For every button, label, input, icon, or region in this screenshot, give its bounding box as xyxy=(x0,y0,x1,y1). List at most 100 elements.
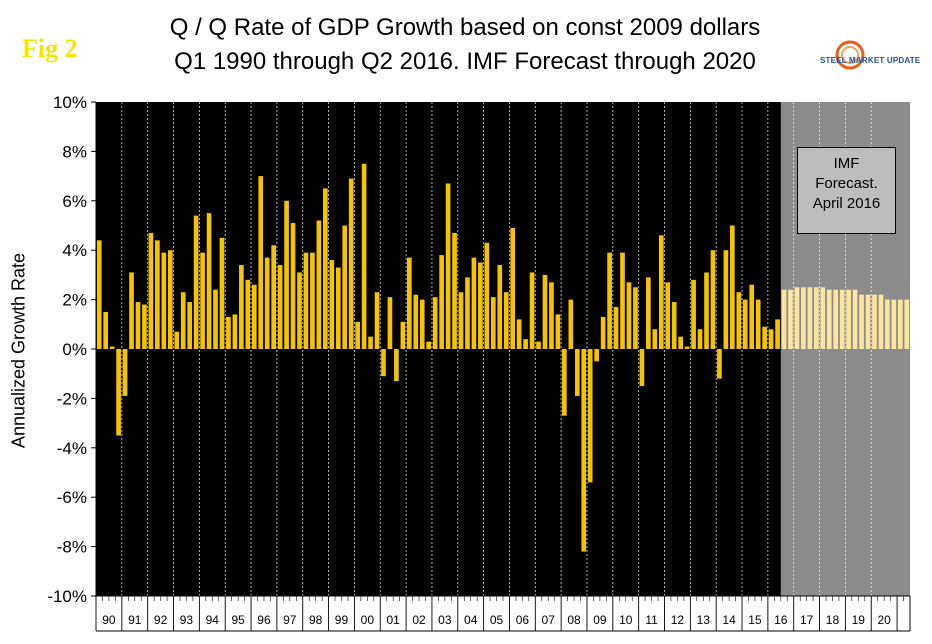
x-tick-label: 15 xyxy=(748,613,762,627)
actual-bar xyxy=(109,346,115,349)
forecast-bar xyxy=(865,294,871,349)
figure-label: Fig 2 xyxy=(22,34,78,63)
actual-bar xyxy=(135,302,141,349)
x-tick-label: 18 xyxy=(826,613,840,627)
actual-bar xyxy=(484,242,490,349)
chart-title-line-2: Q1 1990 through Q2 2016. IMF Forecast th… xyxy=(174,48,756,75)
actual-bar xyxy=(323,188,328,349)
actual-bar xyxy=(258,176,264,349)
actual-bar xyxy=(394,349,399,382)
forecast-bar xyxy=(820,287,826,349)
actual-bar xyxy=(432,297,438,349)
x-tick-label: 98 xyxy=(309,613,323,627)
actual-bar xyxy=(516,319,522,349)
actual-bar xyxy=(613,307,619,349)
x-tick-label: 90 xyxy=(102,613,116,627)
actual-bar xyxy=(458,292,464,349)
forecast-bar xyxy=(801,287,806,349)
x-tick-label: 19 xyxy=(852,613,866,627)
actual-bar xyxy=(381,349,386,377)
x-tick-label: 09 xyxy=(593,613,607,627)
actual-bar xyxy=(594,349,600,362)
x-tick-label: 97 xyxy=(283,613,297,627)
actual-bar xyxy=(142,304,147,349)
actual-bar xyxy=(374,292,380,349)
forecast-bar xyxy=(781,289,787,349)
actual-bar xyxy=(413,294,419,349)
actual-bar xyxy=(103,311,109,349)
actual-bar xyxy=(678,336,683,349)
actual-bar xyxy=(478,262,483,349)
imf-box-line-2: Forecast. xyxy=(815,175,878,192)
y-tick-label: 10% xyxy=(53,93,87,112)
forecast-bar xyxy=(813,287,819,349)
x-tick-label: 08 xyxy=(567,613,581,627)
x-tick-label: 99 xyxy=(335,613,349,627)
actual-bar xyxy=(232,314,238,349)
actual-bar xyxy=(187,302,193,349)
x-tick-label: 02 xyxy=(412,613,426,627)
x-ticks: 90 91 92 93 94 95 96 97 98 99 00 01 02 03 04 05 06 07 08 09… xyxy=(95,596,911,631)
forecast-bar xyxy=(878,294,884,349)
actual-bar xyxy=(206,213,212,349)
actual-bar xyxy=(116,349,121,436)
actual-bar xyxy=(271,245,276,349)
x-tick-label: 20 xyxy=(877,613,891,627)
actual-bar xyxy=(633,287,638,349)
logo-text: STEEL MARKET UPDATE xyxy=(820,56,921,65)
actual-bar xyxy=(290,223,296,349)
actual-bar xyxy=(426,341,432,349)
imf-box-line-3: April 2016 xyxy=(812,195,881,212)
actual-bar xyxy=(284,200,289,349)
actual-bar xyxy=(297,272,302,349)
actual-bar xyxy=(439,255,444,349)
actual-bar xyxy=(193,215,199,349)
actual-bar xyxy=(368,336,373,349)
y-tick-label: -6% xyxy=(57,488,87,507)
forecast-bar xyxy=(897,299,903,349)
actual-bar xyxy=(387,297,393,349)
actual-bar xyxy=(245,279,251,349)
actual-bar xyxy=(717,349,722,379)
actual-bar xyxy=(161,252,167,349)
y-tick-label: -2% xyxy=(57,389,87,408)
actual-bar xyxy=(549,282,554,349)
actual-bar xyxy=(445,183,451,349)
actual-bar xyxy=(452,232,457,349)
actual-bar xyxy=(684,346,690,349)
x-tick-label: 17 xyxy=(800,613,814,627)
y-ticks: 10% 8% 6% 4% 2% 0% -2% -4% -6% -8% -10% xyxy=(47,93,96,606)
actual-bar xyxy=(251,284,257,349)
forecast-bar xyxy=(885,299,890,349)
actual-bar xyxy=(736,292,742,349)
y-tick-label: -10% xyxy=(47,587,87,606)
actual-bar xyxy=(574,349,580,396)
actual-bar xyxy=(148,232,154,349)
x-tick-label: 13 xyxy=(697,613,711,627)
forecast-bar xyxy=(852,289,858,349)
y-tick-label: 6% xyxy=(62,192,87,211)
forecast-bar xyxy=(826,289,832,349)
x-tick-label: 93 xyxy=(180,613,194,627)
x-tick-label: 05 xyxy=(490,613,504,627)
actual-bar xyxy=(581,349,587,552)
x-tick-label: 92 xyxy=(154,613,168,627)
actual-bar xyxy=(697,329,703,349)
actual-bar xyxy=(704,272,709,349)
actual-bar xyxy=(768,329,774,349)
actual-bar xyxy=(471,257,477,349)
x-tick-label: 91 xyxy=(128,613,142,627)
actual-bar xyxy=(639,349,645,387)
actual-bar xyxy=(536,341,541,349)
actual-bar xyxy=(264,257,270,349)
actual-bar xyxy=(510,227,516,349)
actual-bar xyxy=(620,252,625,349)
actual-bar xyxy=(691,279,696,349)
plot-background xyxy=(96,102,910,596)
actual-bar xyxy=(226,316,231,349)
y-tick-label: 0% xyxy=(62,340,87,359)
actual-bar xyxy=(329,260,335,349)
actual-bar xyxy=(490,297,496,349)
logo-swoosh-icon xyxy=(835,40,865,70)
y-tick-label: 4% xyxy=(62,241,87,260)
